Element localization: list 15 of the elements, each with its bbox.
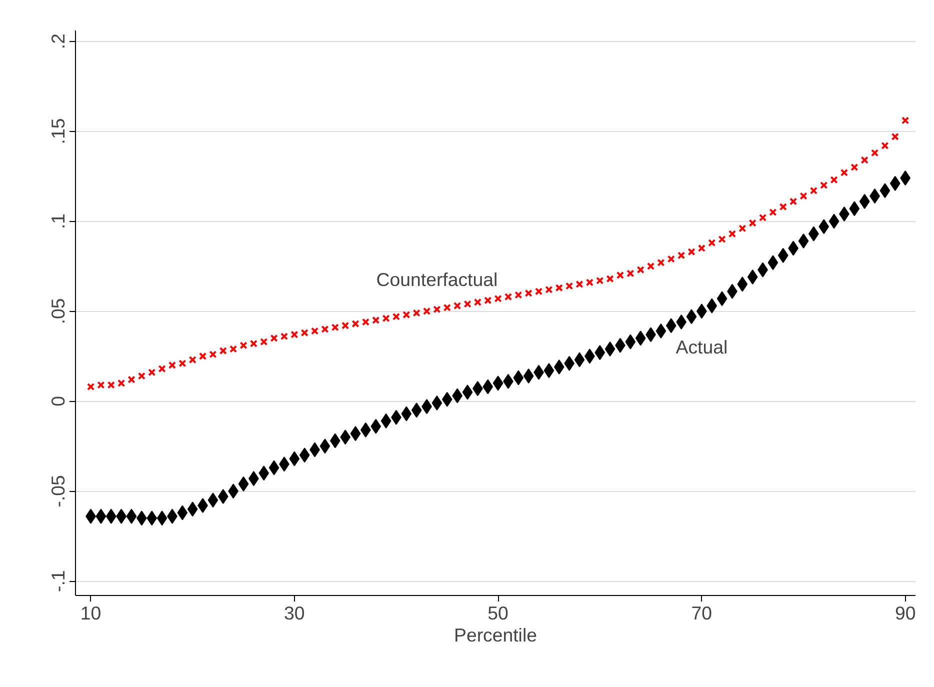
y-tick-label: .15 [48,118,68,144]
y-tick-label: .2 [48,34,68,50]
y-tick-label: 0 [48,396,68,406]
x-tick-label: 70 [691,602,712,624]
annotation: Actual [676,336,728,358]
x-tick-label: 90 [894,602,916,624]
y-tick-label: -.05 [48,475,68,508]
x-tick-label: 10 [80,602,102,624]
y-tick-label: .1 [48,213,68,230]
y-tick-label: -.1 [48,570,68,592]
y-tick-label: .05 [48,298,68,324]
x-tick-label: 50 [488,602,508,624]
annotation: Counterfactual [376,268,498,290]
x-axis-title: Percentile [454,624,537,646]
x-tick-label: 30 [284,602,305,624]
